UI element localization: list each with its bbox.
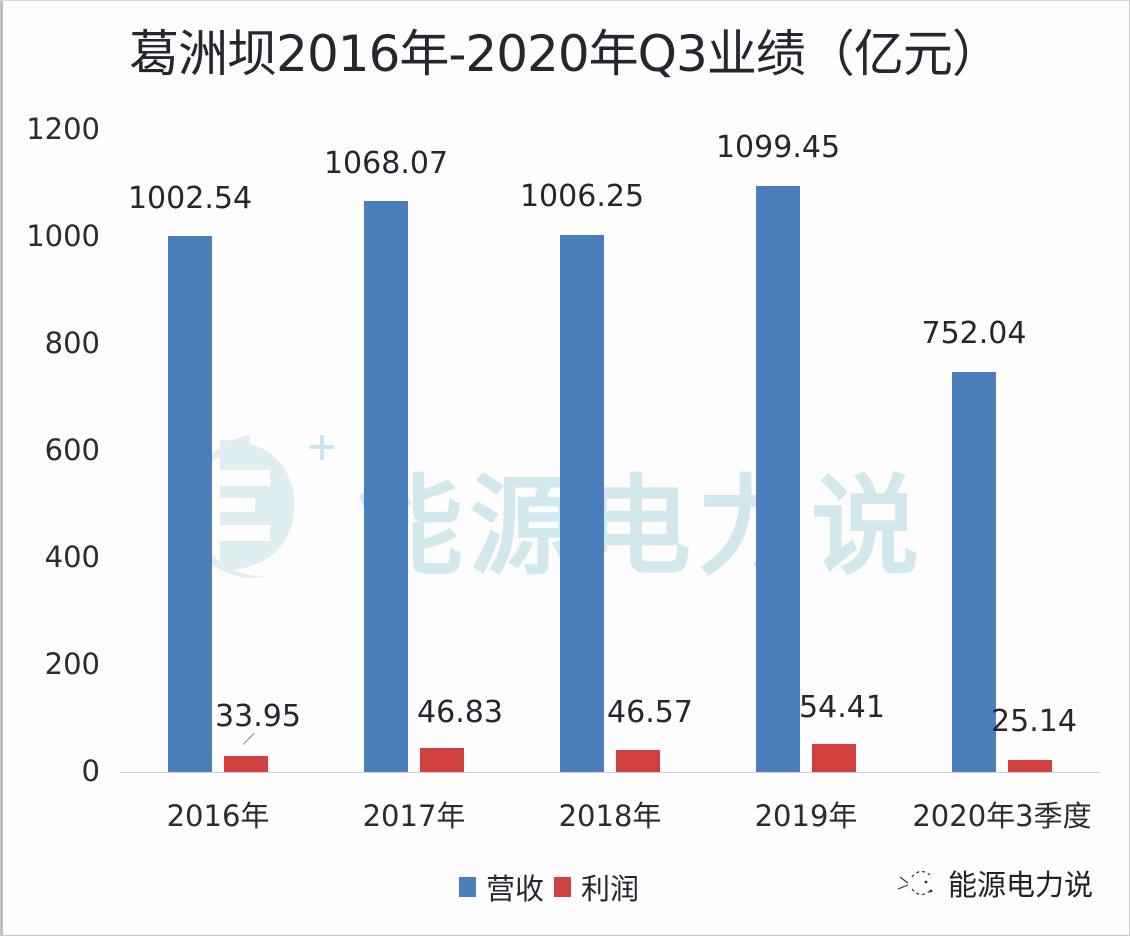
legend-label: 利润 (581, 872, 640, 906)
label-revenue-2020q3: 752.04 (921, 316, 1027, 351)
bar-profit-2020q3 (1008, 760, 1052, 772)
bar-revenue-2016 (168, 236, 212, 772)
left-border (0, 0, 3, 936)
legend-swatch-profit (554, 877, 572, 897)
legend-label: 营收 (486, 872, 545, 906)
bar-revenue-2018 (560, 235, 604, 772)
x-tick: 2017年 (362, 799, 466, 833)
y-tick: 400 (44, 540, 100, 574)
y-tick: 800 (44, 326, 100, 360)
label-profit-2017: 46.83 (417, 695, 503, 730)
chart-title: 葛洲坝2016年-2020年Q3业绩（亿元） (129, 25, 1002, 83)
y-tick: 200 (44, 647, 100, 681)
legend: 营收 利润 (459, 866, 649, 908)
x-tick: 2019年 (754, 799, 858, 833)
brand-text: 能源电力说 (948, 868, 1094, 902)
x-tick: 2018年 (558, 799, 662, 833)
x-tick: 2016年 (166, 799, 270, 833)
label-profit-2020q3: 25.14 (991, 704, 1077, 739)
bar-profit-2018 (616, 750, 660, 772)
wechat-icon (897, 870, 933, 896)
y-tick: 1200 (26, 112, 100, 146)
legend-swatch-revenue (459, 877, 476, 897)
bar-revenue-2020q3 (952, 372, 996, 772)
label-revenue-2017: 1068.07 (323, 146, 449, 181)
x-tick: 2020年3季度 (912, 799, 1092, 833)
label-profit-2018: 46.57 (607, 695, 693, 730)
x-axis-line (120, 772, 1100, 773)
y-tick: 0 (81, 754, 100, 788)
label-revenue-2016: 1002.54 (127, 181, 253, 216)
y-tick: 600 (44, 433, 100, 467)
bar-profit-2019 (812, 744, 856, 772)
label-profit-2019: 54.41 (799, 690, 885, 725)
label-revenue-2019: 1099.45 (715, 130, 841, 165)
brand-mark: 能源电力说 (890, 862, 1093, 904)
bar-revenue-2017 (364, 201, 408, 772)
legend-item-revenue: 营收 (459, 866, 544, 908)
bar-revenue-2019 (756, 186, 800, 772)
legend-item-profit: 利润 (554, 866, 639, 908)
y-tick: 1000 (26, 219, 100, 253)
label-revenue-2018: 1006.25 (519, 179, 645, 214)
bar-profit-2017 (420, 748, 464, 772)
label-profit-2016: 33.95 (215, 699, 301, 734)
watermark-text: 能源电力说 (355, 465, 926, 590)
bar-profit-2016 (224, 756, 268, 772)
